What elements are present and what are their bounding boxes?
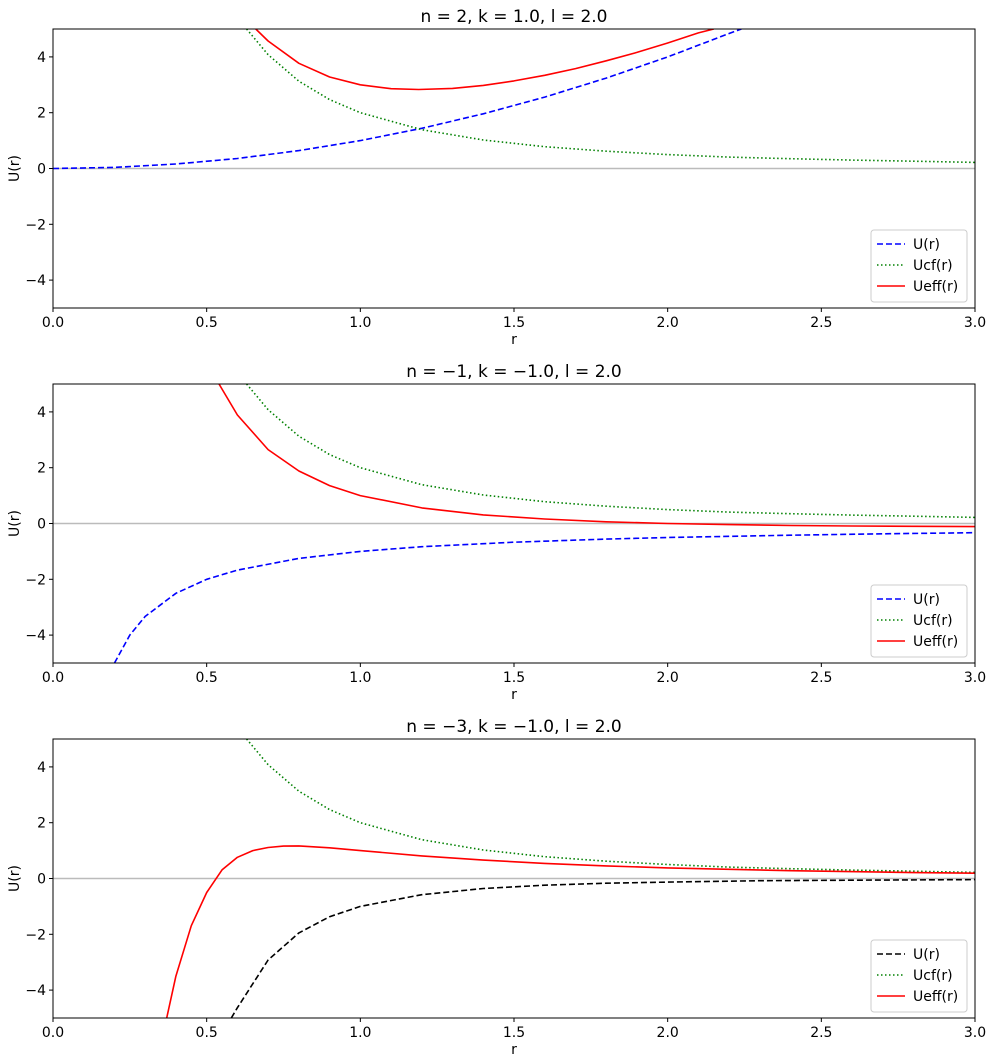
plot-area	[53, 29, 975, 170]
chart-title: n = −1, k = −1.0, l = 2.0	[406, 362, 622, 382]
x-tick-label: 0.0	[42, 670, 64, 686]
y-tick-label: −2	[25, 572, 46, 588]
x-tick-label: 1.5	[503, 1025, 525, 1041]
x-axis-label: r	[511, 1042, 517, 1058]
plot-area	[165, 739, 975, 1018]
series-line-3	[165, 845, 975, 1018]
x-axis-label: r	[511, 332, 517, 348]
x-tick-label: 0.0	[42, 315, 64, 331]
y-tick-label: −4	[25, 273, 46, 289]
legend-label-1: U(r)	[913, 592, 940, 608]
y-tick-label: −2	[25, 927, 46, 943]
y-tick-label: 4	[37, 760, 46, 776]
chart-panel-3: n = −3, k = −1.0, l = 2.0 0.0 0.5 1.0 1.5 2.0…	[7, 717, 986, 1058]
y-tick-label: 0	[37, 517, 46, 533]
y-tick-label: 4	[37, 405, 46, 421]
legend-label-1: U(r)	[913, 947, 940, 963]
y-tick-label: −2	[25, 217, 46, 233]
x-tick-label: 2.5	[810, 315, 832, 331]
chart-panel-1: n = 2, k = 1.0, l = 2.0 0.0 0.5 1.0 1.5 2.0 2.…	[7, 7, 986, 348]
y-tick-label: 0	[37, 162, 46, 178]
x-tick-label: 1.5	[503, 315, 525, 331]
x-tick-label: 0.5	[196, 670, 218, 686]
x-tick-label: 2.0	[657, 1025, 679, 1041]
x-tick-label: 0.5	[196, 1025, 218, 1041]
legend-label-2: Ucf(r)	[913, 613, 953, 629]
x-tick-label: 3.0	[964, 1025, 986, 1041]
x-tick-label: 1.0	[349, 315, 371, 331]
x-tick-label: 2.5	[810, 670, 832, 686]
series-line-1	[113, 531, 975, 663]
legend-label-2: Ucf(r)	[913, 968, 953, 984]
legend-box	[870, 939, 968, 1013]
legend-label-1: U(r)	[913, 237, 940, 253]
x-tick-label: 3.0	[964, 670, 986, 686]
x-tick-label: 2.0	[657, 670, 679, 686]
legend-label-2: Ucf(r)	[913, 258, 953, 274]
series-line-2	[245, 29, 975, 164]
series-line-2	[245, 384, 975, 519]
series-line-3	[218, 384, 975, 528]
x-tick-label: 1.0	[349, 670, 371, 686]
legend-label-3: Ueff(r)	[913, 634, 958, 650]
legend: U(r) Ucf(r) Ueff(r)	[870, 939, 968, 1013]
legend-box	[870, 229, 968, 303]
x-tick-label: 2.5	[810, 1025, 832, 1041]
x-tick-label: 2.0	[657, 315, 679, 331]
x-tick-label: 0.0	[42, 1025, 64, 1041]
x-axis-label: r	[511, 687, 517, 703]
legend: U(r) Ucf(r) Ueff(r)	[870, 229, 968, 303]
chart-title: n = −3, k = −1.0, l = 2.0	[406, 717, 622, 737]
legend: U(r) Ucf(r) Ueff(r)	[870, 584, 968, 658]
y-axis-label: U(r)	[7, 865, 23, 892]
series-line-2	[245, 739, 975, 874]
x-tick-label: 1.5	[503, 670, 525, 686]
y-tick-label: 4	[37, 50, 46, 66]
y-tick-label: −4	[25, 983, 46, 999]
series-line-1	[53, 29, 742, 170]
y-tick-label: 2	[37, 816, 46, 832]
x-tick-label: 3.0	[964, 315, 986, 331]
series-line-3	[255, 29, 714, 91]
legend-label-3: Ueff(r)	[913, 989, 958, 1005]
y-tick-label: 2	[37, 461, 46, 477]
chart-panel-2: n = −1, k = −1.0, l = 2.0 0.0 0.5 1.0 1.5 2.0…	[7, 362, 986, 703]
chart-title: n = 2, k = 1.0, l = 2.0	[421, 7, 608, 27]
y-tick-label: 2	[37, 106, 46, 122]
legend-label-3: Ueff(r)	[913, 279, 958, 295]
plot-area	[113, 384, 975, 663]
legend-box	[870, 584, 968, 658]
y-axis-label: U(r)	[7, 155, 23, 182]
x-tick-label: 1.0	[349, 1025, 371, 1041]
y-tick-label: 0	[37, 872, 46, 888]
y-tick-label: −4	[25, 628, 46, 644]
x-tick-label: 0.5	[196, 315, 218, 331]
y-axis-label: U(r)	[7, 510, 23, 537]
series-line-1	[230, 878, 975, 1018]
